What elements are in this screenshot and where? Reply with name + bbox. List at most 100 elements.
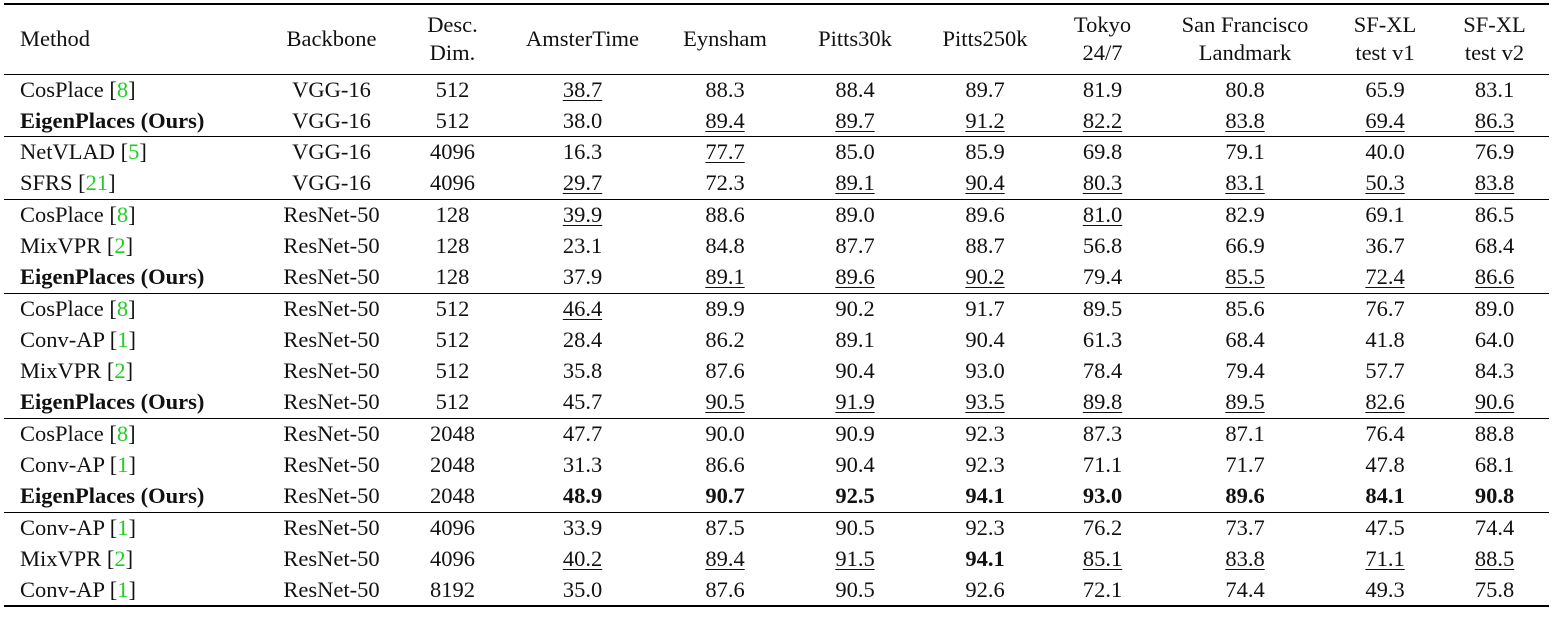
score: 71.1 <box>1082 452 1123 478</box>
backbone-cell: ResNet-50 <box>283 389 380 415</box>
citation: 1 <box>117 514 129 540</box>
score-cell: 73.7 <box>1160 512 1330 543</box>
score-cell: 87.5 <box>665 512 785 543</box>
score: 35.0 <box>562 576 603 602</box>
score: 92.3 <box>965 514 1005 540</box>
score-cell: 72.1 <box>1045 575 1160 606</box>
table-row: CosPlace [8] ResNet-50 128 39.9 88.6 89.0 89.6… <box>4 199 1549 230</box>
score-cell: 16.3 <box>500 137 665 168</box>
score: 83.8 <box>1225 546 1265 572</box>
column-header: AmsterTime <box>500 4 665 74</box>
score: 45.7 <box>562 389 603 415</box>
score-cell: 88.8 <box>1440 418 1549 449</box>
header-line: test v2 <box>1464 40 1525 66</box>
header-line: Pitts250k <box>942 26 1028 52</box>
score: 90.4 <box>965 170 1005 196</box>
method-name: CosPlace [ <box>20 295 117 321</box>
dim-cell: 4096 <box>430 170 475 196</box>
score-cell: 94.1 <box>925 481 1045 512</box>
score: 83.8 <box>1474 170 1515 196</box>
score: 84.8 <box>705 233 745 259</box>
score-cell: 89.7 <box>925 74 1045 105</box>
score-cell: 91.7 <box>925 293 1045 324</box>
score: 50.3 <box>1365 170 1405 196</box>
method-cell: CosPlace [8] <box>4 74 258 105</box>
score-cell: 72.4 <box>1330 262 1440 293</box>
score-cell: 87.3 <box>1045 418 1160 449</box>
score: 90.4 <box>965 326 1005 352</box>
method-name: ] <box>108 170 116 196</box>
table-row: NetVLAD [5] VGG-16 4096 16.3 77.7 85.0 85.9 69.… <box>4 136 1549 168</box>
method-name: CosPlace [ <box>20 202 117 228</box>
score-cell: 88.3 <box>665 74 785 105</box>
method-cell: EigenPlaces (Ours) <box>4 262 258 293</box>
method-name: ] <box>128 295 136 321</box>
table-row: CosPlace [8] ResNet-50 2048 47.7 90.0 90.9 92.… <box>4 418 1549 449</box>
score: 89.4 <box>705 546 745 572</box>
score-cell: 89.1 <box>785 168 925 199</box>
score-cell: 83.1 <box>1160 168 1330 199</box>
header-line: Landmark <box>1198 40 1292 66</box>
score: 72.1 <box>1082 576 1123 602</box>
citation: 8 <box>116 202 129 228</box>
score-cell: 68.4 <box>1440 230 1549 261</box>
header-row: Method Backbone Desc. Dim. AmsterTime Eynsham… <box>4 4 1549 74</box>
score-cell: 76.9 <box>1440 137 1549 168</box>
method-name: ] <box>128 76 136 102</box>
header-line: Method <box>20 26 90 52</box>
score-cell: 89.9 <box>665 293 785 324</box>
column-header: Desc. Dim. <box>405 4 500 74</box>
score: 86.2 <box>705 326 745 352</box>
score: 40.2 <box>562 546 603 572</box>
score-cell: 23.1 <box>500 230 665 261</box>
backbone-cell: VGG-16 <box>292 170 371 196</box>
score: 92.3 <box>965 421 1005 447</box>
score-cell: 87.1 <box>1160 418 1330 449</box>
table-row: MixVPR [2] ResNet-50 512 35.8 87.6 90.4 93.0 78… <box>4 356 1549 387</box>
score: 89.6 <box>965 202 1005 228</box>
score-cell: 28.4 <box>500 324 665 355</box>
method-name: EigenPlaces (Ours) <box>20 483 205 509</box>
score-cell: 79.4 <box>1045 262 1160 293</box>
score: 46.4 <box>562 295 603 321</box>
score-cell: 84.3 <box>1440 356 1549 387</box>
score-cell: 92.6 <box>925 575 1045 606</box>
backbone-cell: ResNet-50 <box>283 233 380 259</box>
dim-cell: 128 <box>435 264 470 290</box>
score-cell: 76.7 <box>1330 293 1440 324</box>
score: 88.8 <box>1474 421 1515 447</box>
score: 84.1 <box>1365 483 1405 509</box>
score-cell: 47.5 <box>1330 512 1440 543</box>
score: 89.5 <box>1082 295 1123 321</box>
score: 89.6 <box>835 264 875 290</box>
score-cell: 71.7 <box>1160 450 1330 481</box>
citation: 5 <box>128 139 140 165</box>
score: 76.4 <box>1365 421 1405 447</box>
score-cell: 47.7 <box>500 418 665 449</box>
score: 89.0 <box>1474 295 1515 321</box>
score: 81.9 <box>1082 76 1123 102</box>
score-cell: 74.4 <box>1440 512 1549 543</box>
score: 48.9 <box>562 483 603 509</box>
score: 94.1 <box>965 483 1005 509</box>
score-cell: 92.3 <box>925 512 1045 543</box>
score-cell: 37.9 <box>500 262 665 293</box>
score: 85.0 <box>835 139 875 165</box>
score-cell: 35.0 <box>500 575 665 606</box>
score-cell: 74.4 <box>1160 575 1330 606</box>
score: 87.5 <box>705 514 745 540</box>
score: 89.1 <box>835 326 875 352</box>
dim-cell: 512 <box>435 326 470 352</box>
score-cell: 94.1 <box>925 543 1045 574</box>
score: 90.7 <box>705 483 745 509</box>
backbone-cell: ResNet-50 <box>283 295 380 321</box>
method-name: Conv-AP [ <box>20 326 118 352</box>
score: 94.1 <box>965 546 1005 572</box>
score-cell: 89.6 <box>785 262 925 293</box>
score: 89.1 <box>835 170 875 196</box>
score-cell: 86.5 <box>1440 199 1549 230</box>
dim-cell: 512 <box>435 107 470 133</box>
backbone-cell: VGG-16 <box>292 107 371 133</box>
score-cell: 75.8 <box>1440 575 1549 606</box>
score-cell: 90.8 <box>1440 481 1549 512</box>
